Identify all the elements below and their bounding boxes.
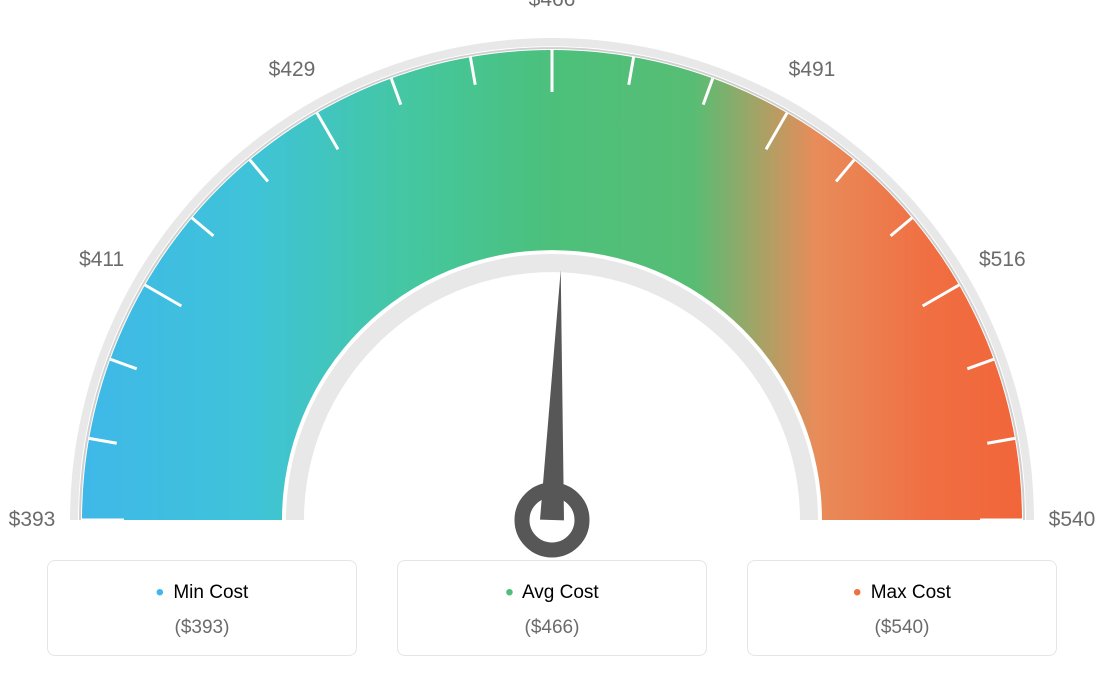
gauge-tick-label: $429: [269, 58, 316, 82]
legend-min-value: ($393): [58, 617, 346, 639]
legend-avg-value: ($466): [408, 617, 696, 639]
legend-min-bullet: •: [156, 579, 164, 606]
legend-row: • Min Cost ($393) • Avg Cost ($466) • Ma…: [0, 560, 1104, 656]
legend-avg-bullet: •: [505, 579, 513, 606]
legend-avg-label: Avg Cost: [522, 582, 599, 603]
legend-max-label: Max Cost: [871, 582, 951, 603]
gauge-svg: [0, 0, 1104, 560]
gauge-chart: $393 $411 $429 $466 $491 $516 $540: [0, 0, 1104, 560]
legend-max-value: ($540): [758, 617, 1046, 639]
legend-min-label: Min Cost: [173, 582, 248, 603]
gauge-tick-label: $516: [979, 248, 1026, 272]
legend-avg-title: • Avg Cost: [408, 579, 696, 607]
legend-card-min: • Min Cost ($393): [47, 560, 357, 656]
gauge-tick-label: $540: [1049, 508, 1096, 532]
legend-max-title: • Max Cost: [758, 579, 1046, 607]
legend-card-avg: • Avg Cost ($466): [397, 560, 707, 656]
gauge-tick-label: $393: [9, 508, 56, 532]
gauge-tick-label: $491: [789, 58, 836, 82]
legend-max-bullet: •: [853, 579, 861, 606]
legend-min-title: • Min Cost: [58, 579, 346, 607]
legend-card-max: • Max Cost ($540): [747, 560, 1057, 656]
gauge-tick-label: $466: [529, 0, 576, 12]
gauge-tick-label: $411: [79, 248, 124, 272]
